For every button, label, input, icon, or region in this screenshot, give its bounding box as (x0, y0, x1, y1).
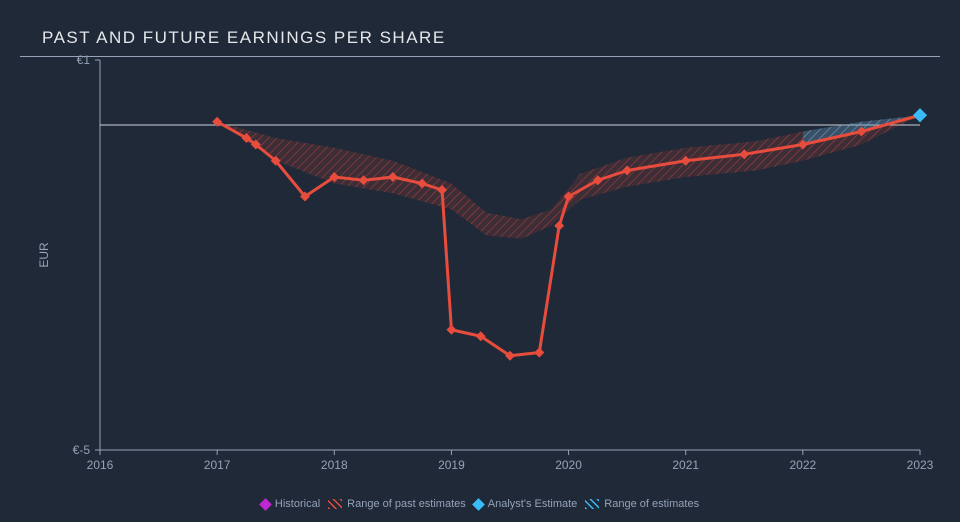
x-tick-label: 2022 (789, 458, 816, 472)
legend-hatch-icon (328, 499, 342, 509)
x-tick-label: 2021 (672, 458, 699, 472)
x-tick-label: 2017 (204, 458, 231, 472)
legend-item: Analyst's Estimate (474, 498, 578, 510)
x-tick-label: 2020 (555, 458, 582, 472)
legend-item: Historical (261, 498, 320, 510)
chart-svg (100, 60, 920, 450)
legend-label: Range of past estimates (347, 498, 466, 510)
x-tick-label: 2016 (87, 458, 114, 472)
y-axis-label: EUR (37, 242, 51, 267)
legend-item: Range of past estimates (328, 498, 466, 510)
legend: Historical Range of past estimates Analyst… (0, 498, 960, 510)
legend-label: Analyst's Estimate (488, 498, 578, 510)
y-tick-label: €1 (77, 53, 90, 67)
legend-label: Historical (275, 498, 320, 510)
legend-hatch-icon (585, 499, 599, 509)
eps-chart: PAST AND FUTURE EARNINGS PER SHARE EUR €… (0, 0, 960, 522)
x-tick-label: 2019 (438, 458, 465, 472)
chart-title: PAST AND FUTURE EARNINGS PER SHARE (20, 28, 940, 57)
x-tick-label: 2018 (321, 458, 348, 472)
legend-label: Range of estimates (604, 498, 699, 510)
y-tick-label: €-5 (73, 443, 90, 457)
plot-area: EUR €1€-52016201720182019202020212022202… (100, 60, 920, 450)
legend-swatch-icon (259, 498, 272, 511)
x-tick-label: 2023 (907, 458, 934, 472)
legend-item: Range of estimates (585, 498, 699, 510)
legend-swatch-icon (472, 498, 485, 511)
